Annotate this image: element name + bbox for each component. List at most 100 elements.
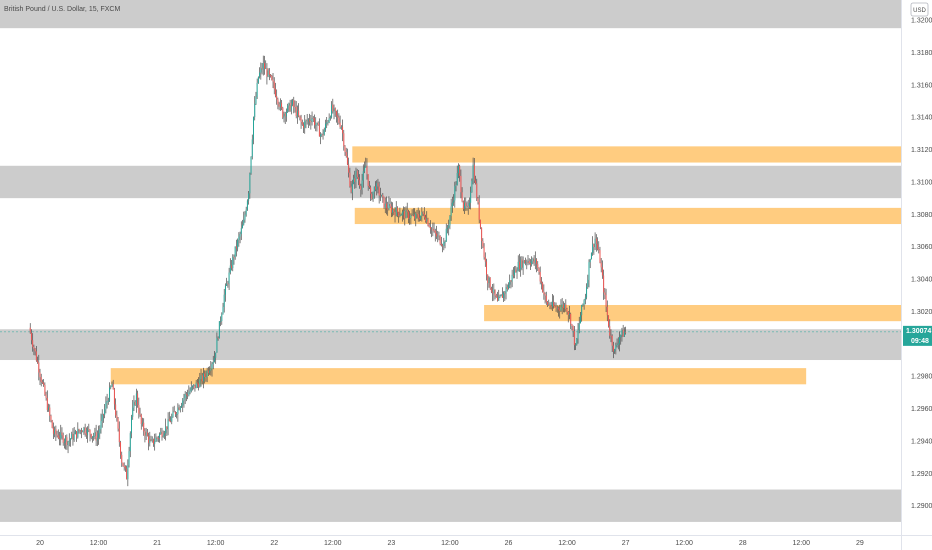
candle-body [588,262,590,280]
candle-body [268,70,270,75]
candle-body [542,282,544,292]
candle-body [368,186,370,188]
candle-body [619,337,620,344]
candle-body [274,88,276,97]
candle-body [538,268,540,272]
candle-body [389,203,391,207]
candle-body [487,274,489,284]
candle-body [476,183,478,199]
candle-body [521,259,523,268]
candle-body [213,357,215,362]
x-tick-label: 29 [856,540,864,547]
candle-body [527,260,529,262]
candle-body [379,195,381,197]
x-tick-label: 12:00 [207,540,225,547]
candle-body [608,315,610,327]
candle-body [239,233,241,237]
price-axis[interactable]: 1.29000 1.29200 1.29400 1.29600 1.29800 1.302… [911,18,932,511]
candle-body [160,431,162,435]
x-tick-label: 27 [622,540,630,547]
candle-body [37,360,39,363]
candle-body [414,214,416,219]
candle-body [589,259,591,263]
candle-body [431,228,433,230]
candle-body [443,241,445,247]
candle-body [622,329,624,337]
candle-body [284,113,286,117]
candle-body [296,110,298,117]
candle-body [245,209,247,215]
candle-body [177,407,179,415]
candle-body [159,434,161,438]
candle-body [231,265,233,269]
candle-body [166,426,168,430]
candle-body [432,228,434,231]
candle-body [560,307,562,311]
candle-body [333,108,335,112]
candle-body [220,321,222,322]
candle-body [412,214,414,216]
x-tick-label: 23 [387,540,395,547]
candle-body [586,287,588,298]
candle-body [254,103,256,118]
candle-body [334,108,336,112]
candle-body [110,386,112,388]
currency-button[interactable]: USD [910,2,929,17]
candle-body [403,210,405,212]
candle-body [625,332,627,333]
candle-body [381,194,383,197]
currency-label: USD [913,8,926,14]
candle-body [406,210,408,212]
candle-body [115,404,117,416]
x-tick-label: 22 [270,540,278,547]
candle-body [104,409,106,416]
candle-body [605,294,607,307]
candle-body [212,361,214,365]
candle-body [393,209,395,212]
candle-body [349,172,351,187]
candle-body [288,103,290,106]
candle-body [317,122,319,125]
candle-body [292,100,294,105]
candle-body [46,397,48,410]
candle-body [255,96,257,104]
candle-body [145,432,147,436]
candle-body [445,228,447,242]
candle-body [545,295,547,302]
candle-body [205,376,207,378]
candle-body [188,392,190,396]
candle-body [573,331,575,346]
candle-body [300,117,302,122]
y-tick-label: 1.32000 [911,18,932,25]
candle-body [543,291,545,295]
candle-body [187,394,189,396]
zone-supply-orange-1 [352,146,901,163]
candle-body [423,213,425,218]
candle-body [355,170,357,182]
candle-body [371,193,373,200]
candle-body [459,166,461,176]
candle-body [41,381,43,383]
candle-body [388,203,390,210]
time-axis[interactable]: 20 12:00 21 12:00 22 12:00 23 12:00 26 12:00 27 12:… [36,540,864,547]
candle-body [295,106,297,117]
candle-body [468,202,470,207]
candle-body [88,428,90,430]
candle-body [45,394,47,398]
candle-body [87,428,89,436]
y-tick-label: 1.30200 [911,309,932,316]
candle-body [398,212,400,217]
candle-body [90,434,92,438]
y-tick-label: 1.31800 [911,50,932,57]
y-tick-label: 1.31000 [911,179,932,186]
candle-body [85,433,87,436]
candle-body [84,427,86,434]
candle-body [470,192,472,203]
candle-body [195,382,197,389]
candle-body [437,235,439,237]
candle-body [428,225,430,228]
candle-body [348,164,350,173]
candle-body [32,340,34,347]
candle-body [361,180,363,190]
